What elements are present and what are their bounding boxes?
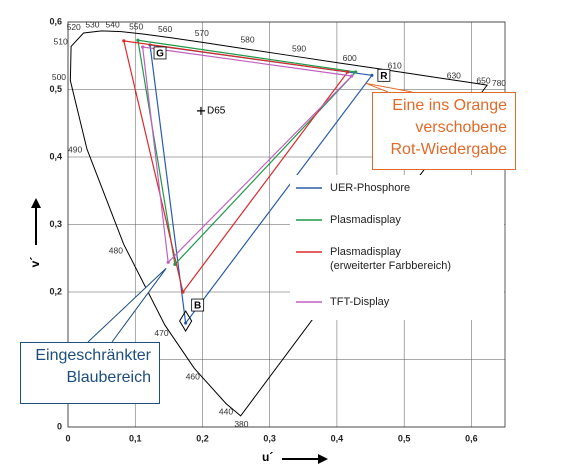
wavelength-label: 440 [219, 407, 233, 417]
x-tick-label: 0 [65, 433, 70, 443]
callout-box: Eingeschränkter Blaubereich [20, 342, 160, 404]
callout-line: Blaubereich [66, 369, 152, 386]
wavelength-label: 540 [106, 20, 120, 30]
legend-label: Plasmadisplay [330, 214, 401, 226]
vertex-label: G [156, 49, 164, 60]
callout-line: Rot-Wiedergabe [390, 141, 508, 158]
b-diamond [179, 310, 193, 333]
vertex-marker [153, 46, 167, 60]
y-tick-label: 0,6 [49, 16, 62, 26]
vertex-marker [191, 298, 205, 312]
y-tick-label: 0,3 [49, 219, 62, 229]
legend-label: TFT-Display [330, 296, 390, 308]
x-tick-label: 0,3 [263, 433, 276, 443]
callout-line: Eingeschränkter [35, 347, 151, 364]
vertex-point [136, 38, 140, 42]
wavelength-label: 610 [388, 61, 402, 71]
vertex-point [370, 73, 374, 77]
x-axis-label: u´ [262, 450, 273, 464]
x-tick-label: 0,6 [465, 433, 478, 443]
legend-label: Plasmadisplay (erweiterter Farbbereich) [330, 246, 452, 272]
callout-line: verschobene [415, 119, 507, 136]
y-axis-arrowhead [31, 198, 41, 208]
wavelength-label: 560 [158, 24, 172, 34]
vertex-point [181, 290, 185, 294]
y-tick-label: 0,5 [49, 84, 62, 94]
y-tick-label: 0 [57, 421, 62, 431]
legend-background [290, 175, 504, 320]
gamut-triangle [141, 46, 353, 264]
wavelength-label: 630 [447, 71, 461, 81]
vertex-point [350, 74, 354, 78]
vertex-marker [377, 68, 391, 82]
gamut-triangle [137, 39, 357, 266]
wavelength-label: 650 [476, 75, 490, 85]
wavelength-label: 520 [67, 22, 81, 32]
white-point [196, 106, 205, 115]
spectral-locus [69, 30, 489, 417]
x-tick-label: 0,1 [129, 433, 142, 443]
gamut-triangle [123, 40, 349, 294]
wavelength-label: 490 [68, 145, 82, 155]
vertex-label: R [380, 71, 388, 82]
vertex-point [166, 260, 170, 264]
wavelength-label: 500 [52, 72, 66, 82]
y-tick-label: 0,2 [49, 286, 62, 296]
y-axis-label: v´ [28, 257, 42, 268]
plot-frame [67, 21, 506, 428]
wavelength-label: 380 [234, 419, 248, 429]
wavelength-label: 580 [240, 34, 254, 44]
vertex-point [184, 321, 188, 325]
vertex-point [346, 70, 350, 74]
vertex-label: B [194, 301, 201, 312]
x-tick-label: 0,4 [331, 433, 344, 443]
y-tick-label: 0,4 [49, 151, 62, 161]
vertex-point [354, 70, 358, 74]
legend-label: UER-Phosphore [330, 182, 411, 194]
wavelength-label: 480 [109, 245, 123, 255]
white-point-label: D65 [207, 106, 226, 117]
wavelength-label: 530 [85, 19, 99, 29]
callout-line: Eine ins Orange [392, 97, 507, 114]
wavelength-label: 590 [292, 43, 306, 53]
wavelength-label: 470 [154, 328, 168, 338]
vertex-point [122, 39, 126, 43]
x-tick-label: 0,2 [196, 433, 209, 443]
wavelength-label: 600 [343, 53, 357, 63]
x-axis-arrowhead [318, 454, 328, 464]
wavelength-label: 550 [129, 21, 143, 31]
callout-pointer [87, 267, 167, 343]
wavelength-label: 780 [492, 78, 506, 88]
wavelength-label: 510 [53, 36, 67, 46]
vertex-point [141, 45, 145, 49]
wavelength-label: 460 [186, 371, 200, 381]
x-tick-label: 0,5 [398, 433, 411, 443]
wavelength-label: 570 [195, 28, 209, 38]
callout-pointer [365, 82, 413, 93]
callout-box: Eine ins Orange verschobene Rot-Wiedergabe [372, 92, 516, 170]
